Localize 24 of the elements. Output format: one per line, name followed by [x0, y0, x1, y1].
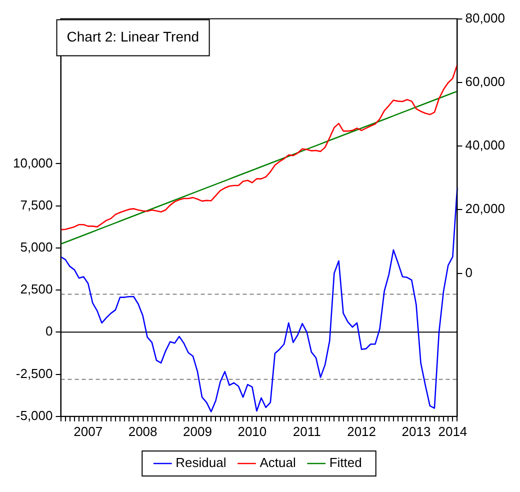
legend-label: Fitted	[329, 455, 362, 470]
x-tick-label: 2013	[402, 424, 431, 439]
legend-label: Actual	[260, 455, 296, 470]
y2-tick-label: 0	[465, 264, 472, 280]
y-tick-label: 5,000	[20, 240, 53, 255]
x-tick-label: 2011	[292, 424, 321, 439]
x-tick-label: 2014	[438, 424, 468, 439]
x-tick-label: 2009	[183, 424, 212, 439]
y-tick-label: -5,000	[16, 408, 53, 423]
legend-label: Residual	[176, 455, 226, 470]
y-tick-label: 7,500	[20, 197, 53, 212]
x-tick-label: 2012	[347, 424, 376, 439]
text: Chart 2: Linear Trend	[66, 28, 200, 45]
y-tick-label: -2,500	[16, 366, 53, 381]
y2-tick-label: 20,000	[465, 201, 506, 216]
y-tick-label: 10,000	[12, 155, 53, 170]
y2-tick-label: 40,000	[465, 138, 506, 153]
x-tick-label: 2007	[74, 424, 103, 439]
x-tick-label: 2010	[238, 424, 267, 439]
y2-tick-label: 80,000	[465, 10, 506, 26]
x-tick-label: 2008	[128, 424, 158, 439]
y-tick-label: 0	[46, 324, 53, 339]
y2-tick-label: 60,000	[465, 74, 506, 89]
y-tick-label: 2,500	[20, 282, 53, 297]
